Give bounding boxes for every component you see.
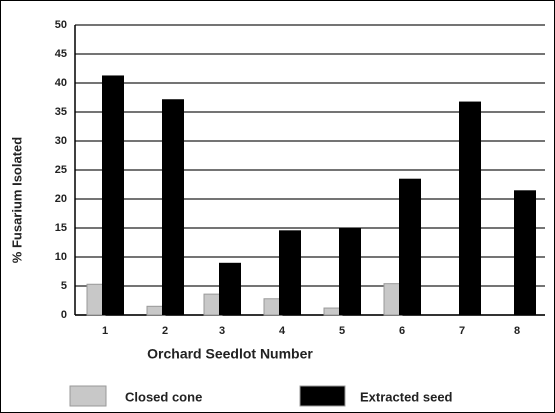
bar (459, 101, 481, 315)
y-tick-label: 0 (61, 309, 67, 321)
y-axis-label: % Fusarium Isolated (9, 137, 24, 263)
legend-swatch (299, 385, 346, 407)
y-tick-label: 5 (61, 280, 67, 292)
y-tick-label: 45 (55, 48, 67, 60)
x-tick-label: 1 (102, 325, 108, 337)
y-tick-label: 30 (55, 135, 67, 147)
bar (279, 230, 301, 315)
legend-label: Closed cone (125, 389, 202, 404)
y-tick-label: 15 (55, 222, 67, 234)
y-tick-label: 25 (55, 164, 67, 176)
bar (339, 228, 361, 315)
bar (514, 190, 536, 315)
y-tick-label: 35 (55, 106, 67, 118)
y-tick-label: 40 (55, 77, 67, 89)
legend: Closed cone Extracted seed (69, 385, 453, 407)
legend-label: Extracted seed (360, 389, 453, 404)
x-tick-label: 3 (219, 325, 225, 337)
bar (102, 75, 124, 316)
y-tick-label: 20 (55, 193, 67, 205)
x-tick-label: 6 (399, 325, 405, 337)
x-tick-label: 4 (279, 325, 286, 337)
x-tick-label: 7 (459, 325, 465, 337)
x-tick-label: 2 (162, 325, 168, 337)
y-tick-label: 10 (55, 251, 67, 263)
bar (399, 178, 421, 315)
y-tick-label: 50 (55, 19, 67, 31)
x-tick-label: 5 (339, 325, 345, 337)
bar (219, 262, 241, 315)
x-tick-label: 8 (514, 325, 520, 337)
bar (162, 99, 184, 316)
x-axis-label: Orchard Seedlot Number (147, 346, 313, 362)
legend-swatch (69, 385, 107, 407)
